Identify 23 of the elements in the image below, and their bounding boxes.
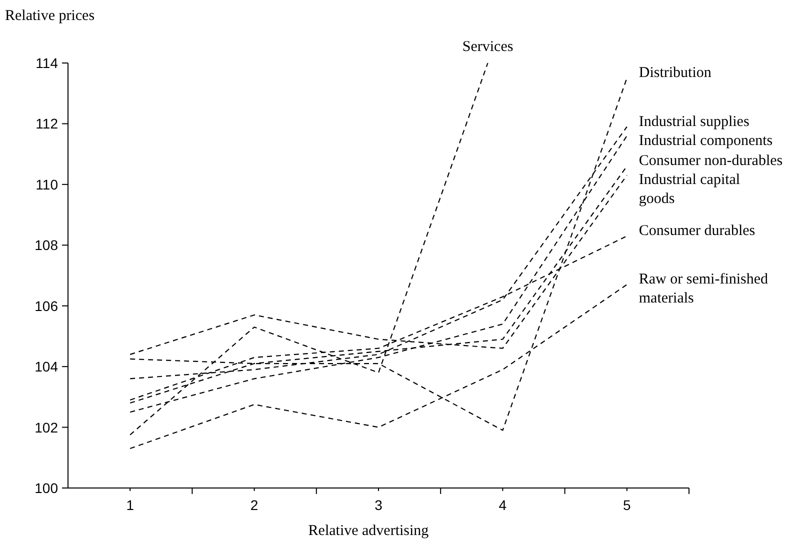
series-label: Industrial supplies (638, 114, 750, 130)
y-tick-label: 104 (34, 358, 58, 375)
y-tick-label: 114 (36, 55, 58, 71)
series-label: Raw or semi-finished materials (638, 272, 769, 307)
y-tick-label: 108 (34, 237, 58, 254)
series-label: Consumer non-durables (638, 153, 783, 170)
y-tick-label: 102 (34, 419, 58, 436)
x-axis-title: Relative advertising (308, 523, 430, 539)
y-tick-label: 112 (36, 116, 58, 132)
y-axis-title: Relative prices (5, 8, 95, 24)
series-label: Industrial components (638, 132, 773, 149)
x-tick-label: 2 (250, 497, 258, 513)
x-tick-label: 3 (374, 497, 383, 513)
series-label: Consumer durables (638, 223, 756, 240)
x-tick-label: 1 (126, 497, 134, 513)
series-label: Industrial capital goods (638, 172, 740, 208)
y-tick-label: 106 (34, 298, 58, 314)
series-label: Services (462, 39, 514, 55)
series-label: Distribution (638, 65, 712, 82)
x-tick-label: 4 (498, 497, 507, 513)
y-tick-label: 100 (34, 480, 58, 496)
x-tick-label: 5 (623, 497, 631, 513)
y-tick-label: 110 (36, 176, 58, 192)
